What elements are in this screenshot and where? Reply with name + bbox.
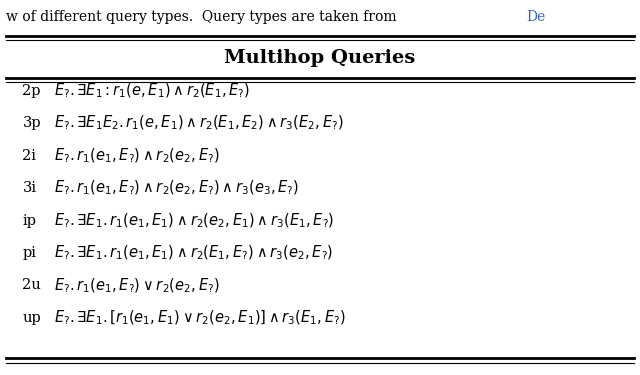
Text: De: De [526, 10, 545, 24]
Text: ip: ip [22, 213, 36, 228]
Text: up: up [22, 311, 41, 325]
Text: $E_? . r_1(e_1, E_?) \vee r_2(e_2, E_?)$: $E_? . r_1(e_1, E_?) \vee r_2(e_2, E_?)$ [54, 276, 220, 295]
Text: w of different query types.  Query types are taken from: w of different query types. Query types … [6, 10, 401, 24]
Text: $E_? . \exists E_1.[r_1(e_1, E_1) \vee r_2(e_2, E_1)] \wedge r_3(E_1, E_?)$: $E_? . \exists E_1.[r_1(e_1, E_1) \vee r… [54, 309, 346, 327]
Text: $E_? . r_1(e_1, E_?) \wedge r_2(e_2, E_?)$: $E_? . r_1(e_1, E_?) \wedge r_2(e_2, E_?… [54, 146, 220, 165]
Text: 3p: 3p [22, 116, 41, 130]
Text: 3i: 3i [22, 181, 36, 195]
Text: $E_? . \exists E_1.r_1(e_1, E_1) \wedge r_2(E_1, E_?) \wedge r_3(e_2, E_?)$: $E_? . \exists E_1.r_1(e_1, E_1) \wedge … [54, 244, 333, 262]
Text: $E_? . \exists E_1.r_1(e_1, E_1) \wedge r_2(e_2, E_1) \wedge r_3(E_1, E_?)$: $E_? . \exists E_1.r_1(e_1, E_1) \wedge … [54, 211, 335, 230]
Text: pi: pi [22, 246, 36, 260]
Text: $E_? . r_1(e_1, E_?) \wedge r_2(e_2, E_?) \wedge r_3(e_3, E_?)$: $E_? . r_1(e_1, E_?) \wedge r_2(e_2, E_?… [54, 179, 300, 197]
Text: 2u: 2u [22, 278, 41, 292]
Text: 2i: 2i [22, 148, 36, 163]
Text: $E_? . \exists E_1 : r_1(e, E_1) \wedge r_2(E_1, E_?)$: $E_? . \exists E_1 : r_1(e, E_1) \wedge … [54, 81, 250, 100]
Text: Multihop Queries: Multihop Queries [225, 49, 415, 67]
Text: 2p: 2p [22, 84, 41, 98]
Text: $E_? . \exists E_1 E_2.r_1(e, E_1) \wedge r_2(E_1, E_2) \wedge r_3(E_2, E_?)$: $E_? . \exists E_1 E_2.r_1(e, E_1) \wedg… [54, 114, 344, 132]
